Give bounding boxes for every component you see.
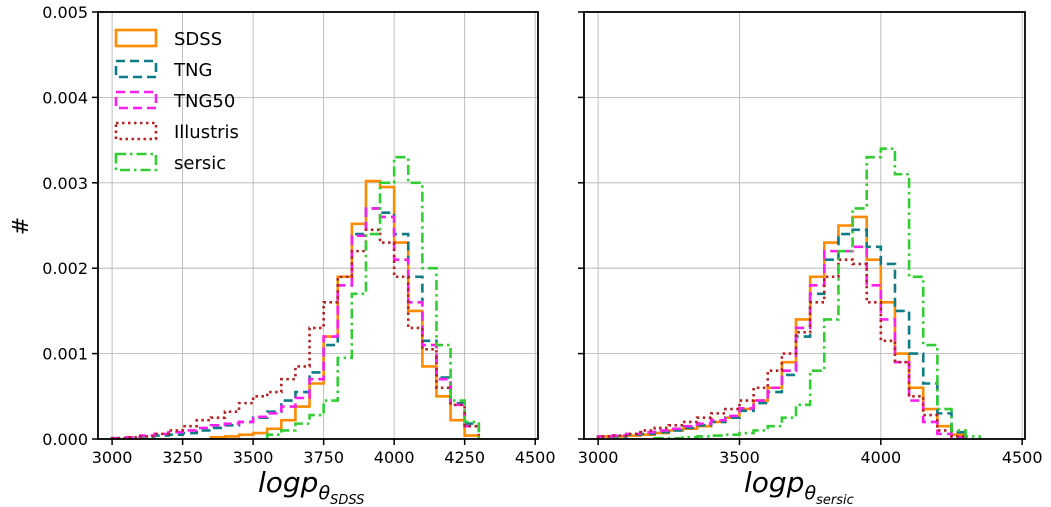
y-tick-label: 0.004 <box>42 88 88 107</box>
x-axis-label-right: logpθsersic <box>744 466 854 507</box>
x-axis-label-left: logpθSDSS <box>258 466 364 507</box>
legend-swatch-tng <box>114 59 158 79</box>
legend-swatch-sdss <box>114 28 158 48</box>
x-tick-label: 4000 <box>860 448 901 467</box>
x-tick-label: 4500 <box>1002 448 1043 467</box>
x-tick-label: 3000 <box>578 448 619 467</box>
x-axis-label-right-sub: θ <box>804 482 816 504</box>
series-left <box>110 155 481 440</box>
legend-label-tng50: TNG50 <box>173 91 235 112</box>
x-tick-label: 3500 <box>233 448 274 467</box>
series-sdss-right <box>596 215 967 439</box>
series-right <box>596 147 982 440</box>
legend-swatch-tng50 <box>114 90 158 110</box>
x-axis-label-right-base: logp <box>744 466 804 499</box>
y-tick-label: 0.003 <box>42 174 88 193</box>
x-axis-label-left-base: logp <box>258 466 318 499</box>
legend-swatch-sersic <box>114 152 158 172</box>
series-tng-right <box>596 228 967 439</box>
x-tick-label: 4250 <box>444 448 485 467</box>
y-axis-label: # <box>9 217 34 235</box>
x-ticks-right: 3000 3500 4000 4500 <box>578 439 1043 467</box>
y-tick-label: 0.005 <box>42 3 88 22</box>
axes-frame-right <box>583 11 1026 440</box>
axes-frame-left <box>97 11 539 440</box>
series-sersic-right <box>653 147 982 440</box>
series-tng50-right <box>596 245 967 439</box>
x-tick-label: 3250 <box>162 448 203 467</box>
legend-label-sersic: sersic <box>174 153 226 174</box>
legend-label-illustris: Illustris <box>174 122 239 143</box>
x-axis-label-left-subsub: SDSS <box>330 493 364 507</box>
grid-right <box>584 11 1025 440</box>
x-ticks-left: 3000 3250 3500 3750 4000 4250 4500 <box>92 439 556 467</box>
legend-label-sdss: SDSS <box>174 29 222 50</box>
y-tick-label: 0.000 <box>42 430 88 449</box>
series-illustris-right <box>596 258 967 439</box>
histogram-panel-right: 3000 3500 4000 4500 logpθsersic <box>578 11 1043 507</box>
x-tick-label: 3750 <box>303 448 344 467</box>
y-tick-label: 0.001 <box>42 345 88 364</box>
series-sdss-left <box>209 179 481 439</box>
x-tick-label: 4000 <box>374 448 415 467</box>
x-tick-label: 3500 <box>719 448 760 467</box>
x-tick-label: 4500 <box>515 448 556 467</box>
x-tick-label: 3000 <box>92 448 133 467</box>
histogram-panel-left: 3000 3250 3500 3750 4000 4250 4500 0.0000.0010… <box>9 3 556 507</box>
grid-left <box>98 11 538 440</box>
legend-swatch-illustris <box>114 121 158 141</box>
x-axis-label-right-subsub: sersic <box>816 493 854 507</box>
series-sersic-left <box>265 155 481 439</box>
legend-label-tng: TNG <box>173 60 212 81</box>
x-axis-label-left-sub: θ <box>318 482 330 504</box>
series-tng50-left <box>110 207 481 440</box>
legend: SDSS TNG TNG50 Illustris sersic <box>114 28 239 174</box>
y-ticks-right <box>578 11 584 440</box>
y-tick-label: 0.002 <box>42 259 88 278</box>
y-ticks-left: 0.000 0.001 0.002 0.003 0.004 0.005 <box>42 3 98 449</box>
